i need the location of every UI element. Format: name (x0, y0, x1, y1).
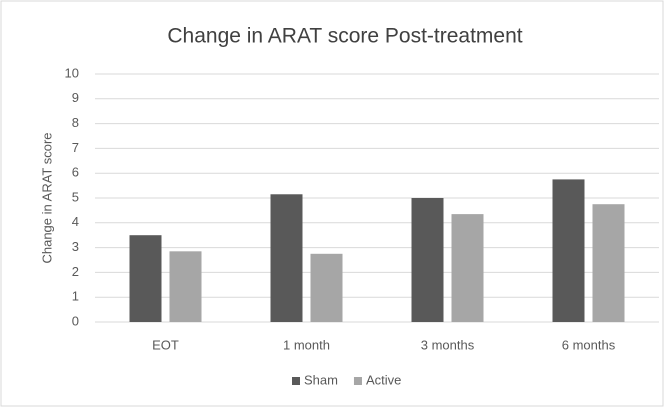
y-tick-label: 1 (72, 289, 79, 304)
bar (310, 253, 343, 322)
x-tick-label: 3 months (421, 337, 475, 352)
bar (411, 198, 444, 322)
bar (169, 251, 202, 322)
x-tick-label: EOT (152, 337, 179, 352)
bar (129, 235, 162, 322)
y-axis-label: Change in ARAT score (39, 132, 54, 263)
legend-swatch (353, 377, 362, 385)
y-tick-label: 5 (72, 189, 79, 204)
bar (592, 204, 625, 322)
bar (451, 214, 484, 322)
y-tick-label: 0 (72, 313, 79, 328)
bar (552, 179, 585, 322)
y-tick-label: 3 (72, 239, 79, 254)
bar (270, 194, 303, 322)
x-tick-label: 6 months (562, 337, 616, 352)
y-tick-label: 10 (65, 65, 79, 80)
y-tick-label: 9 (72, 90, 79, 105)
x-tick-label: 1 month (283, 337, 330, 352)
y-tick-label: 2 (72, 264, 79, 279)
legend-label: Sham (304, 372, 338, 387)
y-tick-label: 7 (72, 140, 79, 155)
legend-swatch (292, 377, 300, 385)
y-tick-label: 6 (72, 165, 79, 180)
chart-title: Change in ARAT score Post-treatment (167, 25, 522, 48)
y-tick-label: 4 (72, 214, 79, 229)
legend-label: Active (366, 372, 401, 387)
y-tick-label: 8 (72, 115, 79, 130)
